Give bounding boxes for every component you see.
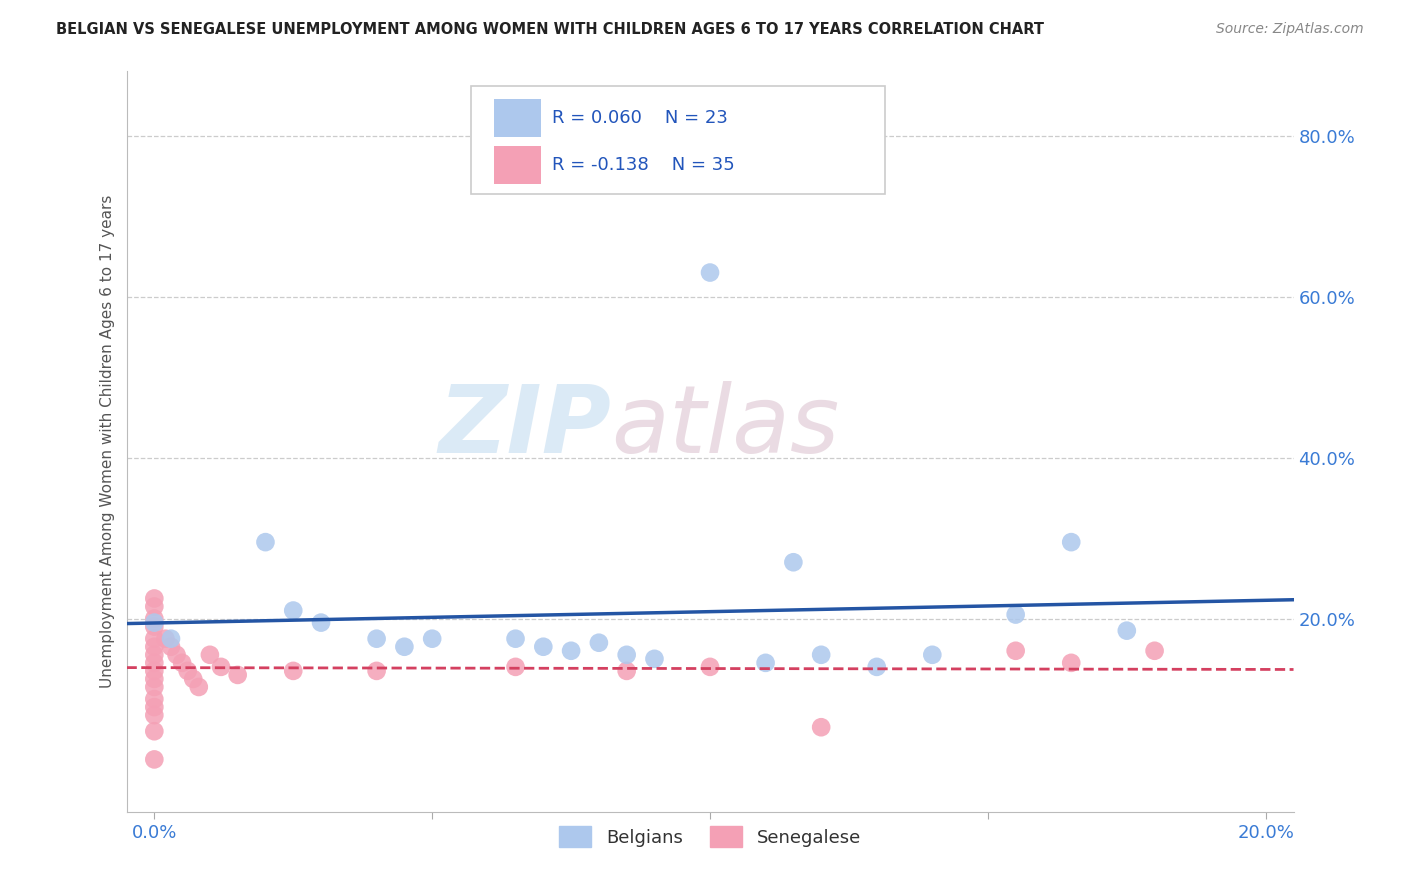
Point (1115, 624, 1137, 638)
Point (616, 648, 638, 662)
Point (505, 632, 527, 646)
Point (283, 664, 305, 678)
Point (160, 632, 183, 646)
Point (782, 555, 804, 569)
Point (810, 648, 832, 662)
Text: atlas: atlas (610, 381, 839, 472)
Point (160, 640, 183, 654)
Text: R = 0.060    N = 23: R = 0.060 N = 23 (553, 109, 728, 127)
Point (143, 700, 166, 714)
Point (143, 708, 166, 723)
Point (1060, 535, 1083, 549)
Bar (494, 99, 541, 137)
Point (143, 648, 166, 662)
Text: Source: ZipAtlas.com: Source: ZipAtlas.com (1216, 22, 1364, 37)
Point (155, 632, 177, 646)
Point (143, 619, 166, 633)
Point (166, 648, 188, 662)
Point (143, 680, 166, 694)
Legend: Belgians, Senegalese: Belgians, Senegalese (551, 819, 869, 855)
Point (1060, 656, 1083, 670)
Point (143, 640, 166, 654)
Point (143, 672, 166, 686)
Bar (494, 145, 541, 184)
Point (143, 692, 166, 706)
Point (143, 632, 166, 646)
Point (309, 615, 332, 630)
Point (143, 724, 166, 739)
Point (176, 664, 198, 678)
Text: R = -0.138    N = 35: R = -0.138 N = 35 (553, 156, 735, 174)
Point (531, 640, 554, 654)
Point (143, 664, 166, 678)
Point (143, 591, 166, 606)
Point (394, 640, 416, 654)
Point (143, 599, 166, 614)
Point (616, 664, 638, 678)
Point (560, 644, 582, 658)
Point (1004, 607, 1026, 622)
Point (866, 660, 889, 674)
Point (810, 720, 832, 734)
Point (420, 632, 443, 646)
Point (226, 668, 249, 682)
Point (209, 660, 232, 674)
Point (143, 615, 166, 630)
Point (254, 535, 277, 549)
Point (283, 603, 305, 617)
Point (643, 652, 665, 666)
Point (198, 648, 221, 662)
Point (366, 664, 388, 678)
Point (143, 611, 166, 625)
Y-axis label: Unemployment Among Women with Children Ages 6 to 17 years: Unemployment Among Women with Children A… (100, 194, 115, 689)
Text: ZIP: ZIP (437, 381, 610, 473)
Point (1004, 644, 1026, 658)
Point (181, 672, 204, 686)
Point (1143, 644, 1166, 658)
Point (699, 266, 721, 280)
Point (187, 680, 209, 694)
Point (755, 656, 778, 670)
Point (699, 660, 721, 674)
FancyBboxPatch shape (471, 87, 886, 194)
Point (366, 632, 388, 646)
Point (505, 660, 527, 674)
Point (143, 752, 166, 766)
Text: BELGIAN VS SENEGALESE UNEMPLOYMENT AMONG WOMEN WITH CHILDREN AGES 6 TO 17 YEARS : BELGIAN VS SENEGALESE UNEMPLOYMENT AMONG… (56, 22, 1045, 37)
Point (172, 656, 194, 670)
Point (588, 636, 610, 650)
Point (921, 648, 943, 662)
Point (143, 656, 166, 670)
